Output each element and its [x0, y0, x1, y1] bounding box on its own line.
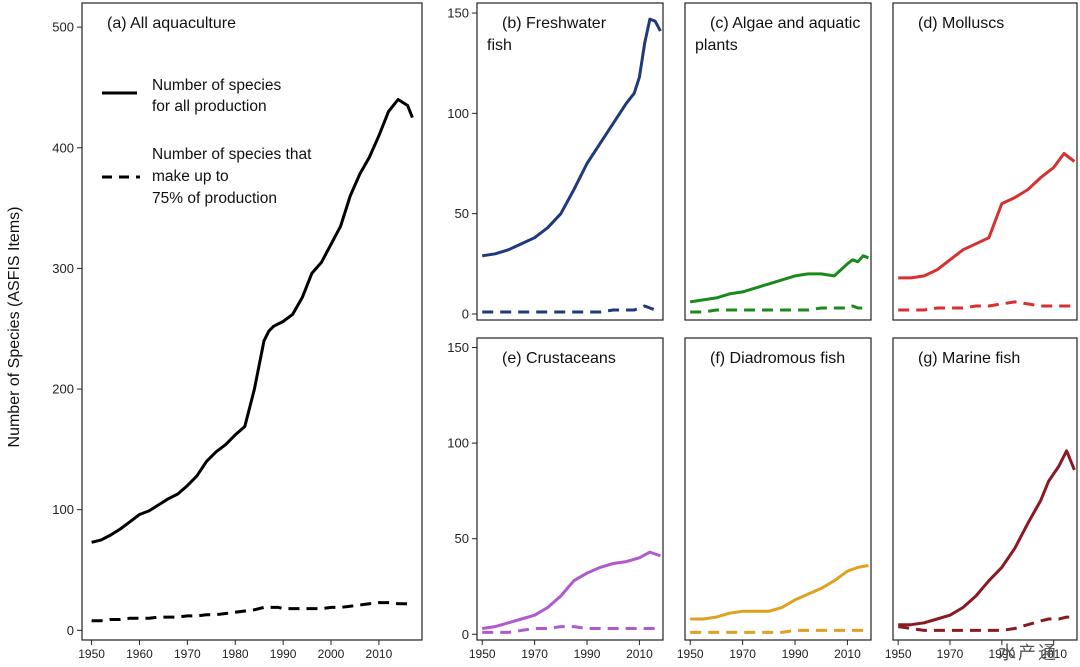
ytick-label: 100 — [447, 436, 469, 451]
xtick-label: 1980 — [222, 647, 249, 661]
ytick-label: 150 — [447, 340, 469, 355]
ytick-label: 100 — [447, 106, 469, 121]
panel-b-title-line2: fish — [487, 37, 512, 54]
legend-solid-label-2: for all production — [152, 98, 267, 115]
legend-dashed-label-1: Number of species that — [152, 146, 312, 163]
panel-e-title: (e) Crustaceans — [502, 350, 616, 367]
xtick-label: 2010 — [626, 647, 653, 661]
panel-g-solid-series — [898, 449, 1076, 627]
xtick-label: 1970 — [174, 647, 201, 661]
panel-c: (c) Algae and aquatic plants — [684, 2, 872, 321]
panel-e: 0 50 100 150 1950 1970 1990 2010 (e) Crustaceans — [447, 337, 664, 661]
panel-a-dashed-series — [91, 601, 413, 623]
panel-b-frame — [476, 2, 664, 321]
xtick-label: 1950 — [677, 647, 704, 661]
panel-c-title-line2: plants — [695, 37, 738, 54]
panel-b-solid-series — [481, 17, 662, 258]
ytick-label: 50 — [455, 206, 469, 221]
xtick-label: 2000 — [318, 647, 345, 661]
panel-f-dashed-series — [690, 628, 869, 634]
panel-a-title: (a) All aquaculture — [107, 15, 236, 32]
ytick-label: 50 — [455, 531, 469, 546]
panel-b: 0 50 100 150 (b) Freshwater fish — [447, 2, 664, 321]
xtick-label: 1990 — [574, 647, 601, 661]
panel-c-title: (c) Algae and aquatic — [710, 15, 860, 32]
ytick-label: 300 — [52, 261, 74, 276]
panel-c-frame — [684, 2, 872, 321]
ytick-label: 500 — [52, 20, 74, 35]
panel-b-dashed-series — [482, 304, 661, 314]
xtick-label: 1970 — [521, 647, 548, 661]
panel-g-frame — [892, 337, 1078, 641]
legend-dashed-label-3: 75% of production — [152, 190, 277, 207]
panel-c-solid-series — [689, 254, 869, 304]
panel-e-frame — [476, 337, 664, 641]
panel-d: (d) Molluscs — [892, 2, 1078, 321]
y-axis-label: Number of Species (ASFIS Items) — [6, 207, 23, 448]
panel-a: 0 100 200 300 400 500 1950 1960 1970 1980 1990 2000… — [52, 2, 423, 661]
ytick-label: 0 — [462, 306, 469, 321]
xtick-label: 1990 — [270, 647, 297, 661]
panel-e-dashed-series — [482, 625, 661, 634]
ytick-label: 0 — [462, 627, 469, 642]
watermark: 水产通 — [998, 643, 1058, 664]
panel-g: 1950 1970 1990 2010 (g) Marine fish — [885, 337, 1078, 661]
panel-d-dashed-series — [898, 300, 1075, 312]
xtick-label: 1950 — [885, 647, 912, 661]
panel-f-frame — [684, 337, 872, 641]
panel-a-solid-series — [91, 98, 414, 544]
xtick-label: 1970 — [937, 647, 964, 661]
panel-a-frame — [81, 2, 423, 641]
panel-d-solid-series — [898, 152, 1076, 280]
xtick-label: 2010 — [366, 647, 393, 661]
legend-dashed-label-2: make up to — [152, 168, 229, 185]
xtick-label: 1960 — [126, 647, 153, 661]
ytick-label: 400 — [52, 140, 74, 155]
xtick-label: 1990 — [782, 647, 809, 661]
xtick-label: 1970 — [729, 647, 756, 661]
ytick-label: 0 — [67, 623, 74, 638]
ytick-label: 200 — [52, 382, 74, 397]
panel-c-dashed-series — [690, 304, 869, 314]
panel-e-solid-series — [481, 550, 661, 630]
panel-g-dashed-series — [897, 615, 1075, 632]
xtick-label: 1990 — [988, 647, 1015, 661]
xtick-label: 2010 — [1040, 647, 1067, 661]
panel-d-title: (d) Molluscs — [918, 15, 1004, 32]
xtick-label: 1950 — [469, 647, 496, 661]
panel-b-title: (b) Freshwater — [502, 15, 607, 32]
xtick-label: 1950 — [78, 647, 105, 661]
panel-f-solid-series — [690, 564, 869, 621]
panel-g-title: (g) Marine fish — [918, 350, 1020, 367]
ytick-label: 150 — [447, 6, 469, 21]
legend-solid-label-1: Number of species — [152, 77, 281, 94]
panel-f: 1950 1970 1990 2010 (f) Diadromous fish — [677, 337, 872, 661]
xtick-label: 2010 — [834, 647, 861, 661]
legend: Number of species for all production Num… — [102, 77, 312, 207]
panel-f-title: (f) Diadromous fish — [710, 350, 845, 367]
ytick-label: 100 — [52, 502, 74, 517]
panel-d-frame — [892, 2, 1078, 321]
